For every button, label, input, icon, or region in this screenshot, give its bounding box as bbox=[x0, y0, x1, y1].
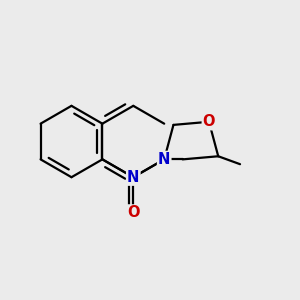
Text: N: N bbox=[158, 152, 170, 167]
Text: O: O bbox=[127, 206, 140, 220]
Text: N: N bbox=[127, 170, 140, 185]
Text: O: O bbox=[203, 114, 215, 129]
